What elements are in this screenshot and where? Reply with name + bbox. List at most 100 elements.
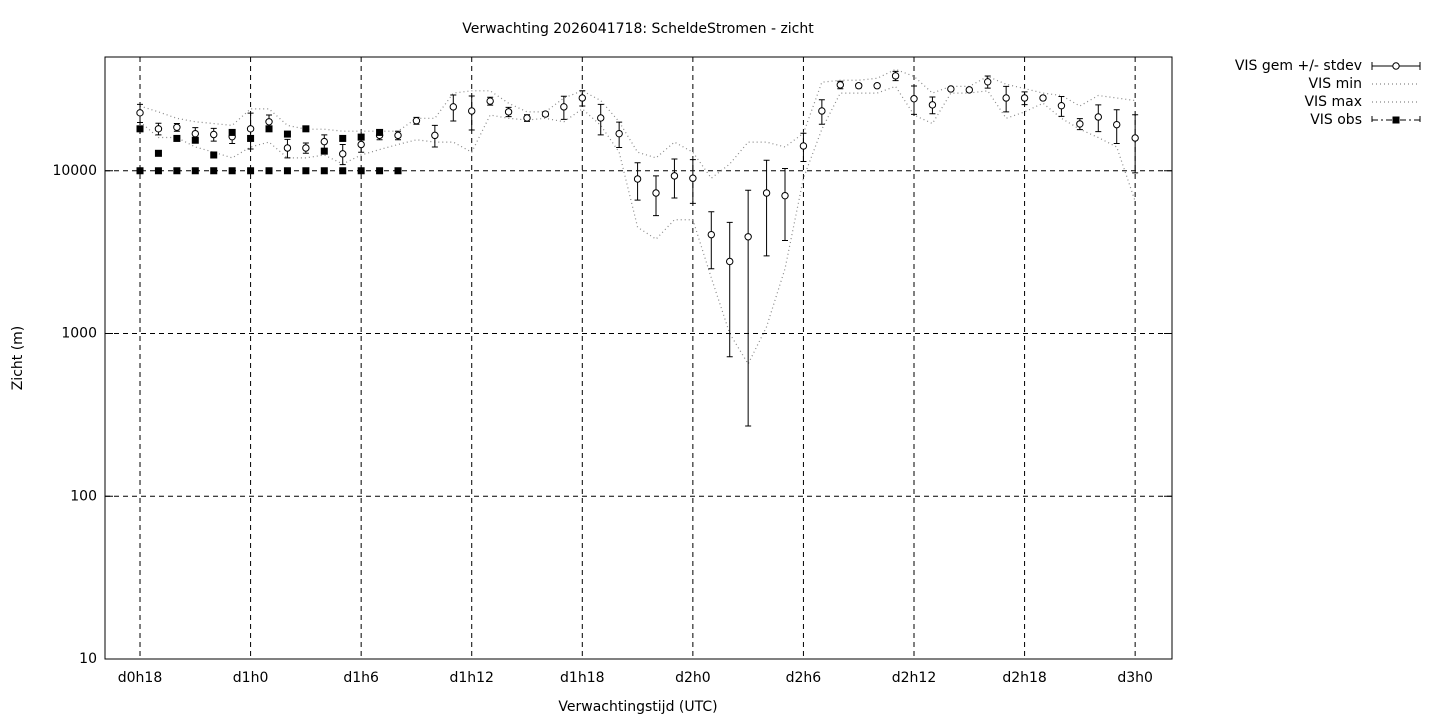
mean-point xyxy=(855,82,863,90)
mean-point xyxy=(873,82,881,90)
x-tick-label: d0h18 xyxy=(118,670,162,686)
obs-point xyxy=(376,128,384,136)
obs-point xyxy=(394,167,402,175)
mean-point xyxy=(762,189,771,197)
mean-point xyxy=(265,118,273,126)
obs-point xyxy=(339,167,347,175)
mean-point xyxy=(1076,120,1084,128)
series-line xyxy=(139,68,1136,180)
mean-point xyxy=(1002,94,1010,102)
mean-point xyxy=(744,233,752,241)
x-tick-label: d3h0 xyxy=(1117,670,1153,686)
x-tick-label: d1h6 xyxy=(343,670,379,686)
error-bar xyxy=(708,211,715,270)
legend-label: VIS obs xyxy=(1310,112,1362,128)
x-tick-label: d2h6 xyxy=(786,670,822,686)
mean-point xyxy=(836,81,844,89)
mean-point xyxy=(984,78,992,86)
legend-label: VIS min xyxy=(1309,76,1362,92)
mean-point xyxy=(412,117,421,125)
mean-point xyxy=(652,189,660,197)
mean-point xyxy=(154,125,163,133)
obs-point xyxy=(154,167,162,175)
legend-label: VIS max xyxy=(1304,94,1362,110)
mean-point xyxy=(1039,94,1047,102)
y-tick-label: 10 xyxy=(79,651,97,667)
mean-point xyxy=(615,129,623,138)
legend-label: VIS gem +/- stdev xyxy=(1235,58,1362,74)
obs-point xyxy=(320,147,328,155)
error-bar xyxy=(745,189,752,427)
mean-point xyxy=(136,109,144,117)
mean-point xyxy=(910,95,918,103)
obs-point xyxy=(191,136,199,144)
obs-point xyxy=(173,167,181,175)
obs-point xyxy=(357,167,365,175)
obs-point xyxy=(357,133,365,141)
mean-point xyxy=(1131,134,1139,142)
obs-point xyxy=(283,130,291,138)
mean-point xyxy=(504,108,513,116)
mean-point xyxy=(670,172,679,180)
mean-point xyxy=(357,140,365,149)
mean-point xyxy=(246,125,255,133)
mean-point xyxy=(578,94,586,102)
obs-point xyxy=(265,125,273,133)
obs-point xyxy=(339,134,347,142)
obs-point xyxy=(173,134,181,142)
obs-point xyxy=(210,151,218,159)
mean-point xyxy=(818,107,826,115)
series-line xyxy=(139,85,1136,366)
mean-point xyxy=(1094,113,1102,121)
plot-frame xyxy=(104,56,1173,660)
obs-point xyxy=(136,167,144,175)
obs-point xyxy=(302,125,310,133)
mean-point xyxy=(431,131,439,140)
mean-point xyxy=(726,257,734,266)
y-tick-label: 100 xyxy=(70,488,97,504)
obs-point xyxy=(265,167,273,175)
mean-point xyxy=(965,86,973,94)
obs-point xyxy=(376,167,384,175)
obs-point xyxy=(320,167,328,175)
obs-point xyxy=(247,167,255,175)
error-bar xyxy=(763,159,770,257)
obs-point xyxy=(247,134,255,142)
mean-point xyxy=(707,230,715,239)
mean-point xyxy=(302,144,310,152)
obs-point xyxy=(191,167,199,175)
x-tick-label: d2h12 xyxy=(892,670,936,686)
mean-point xyxy=(689,174,697,182)
x-tick-label: d1h12 xyxy=(449,670,493,686)
x-axis-label: Verwachtingstijd (UTC) xyxy=(558,699,717,715)
mean-point xyxy=(320,137,328,146)
mean-point xyxy=(394,131,402,140)
obs-point xyxy=(154,149,162,157)
mean-point xyxy=(597,114,605,122)
mean-point xyxy=(891,72,900,80)
mean-point xyxy=(173,123,181,131)
mean-point xyxy=(633,175,642,183)
mean-point xyxy=(928,101,937,109)
mean-point xyxy=(560,103,568,111)
obs-point xyxy=(228,128,236,136)
mean-point xyxy=(191,129,199,138)
mean-point xyxy=(781,191,789,200)
y-tick-label: 1000 xyxy=(61,326,97,342)
obs-point xyxy=(136,125,144,133)
mean-point xyxy=(1057,102,1066,110)
mean-point xyxy=(541,110,550,118)
obs-point xyxy=(283,167,291,175)
y-tick-label: 10000 xyxy=(52,163,97,179)
x-tick-label: d1h0 xyxy=(233,670,269,686)
error-bar xyxy=(1132,114,1139,174)
obs-point xyxy=(302,167,310,175)
obs-point xyxy=(210,167,218,175)
error-bar xyxy=(782,167,789,241)
chart-title: Verwachting 2026041718: ScheldeStromen -… xyxy=(462,21,814,37)
x-tick-label: d2h0 xyxy=(675,670,711,686)
obs-point xyxy=(228,167,236,175)
mean-point xyxy=(799,142,808,150)
mean-point xyxy=(468,107,476,115)
